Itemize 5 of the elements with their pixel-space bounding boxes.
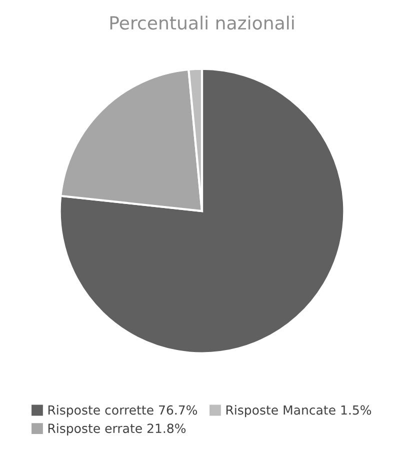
pie-slice: [58, 68, 346, 354]
legend-label: Risposte errate 21.8%: [48, 423, 186, 436]
legend-label: Risposte Mancate 1.5%: [226, 405, 372, 418]
chart-title: Percentuali nazionali: [110, 16, 294, 30]
legend-label: Risposte corrette 76.7%: [48, 405, 198, 418]
